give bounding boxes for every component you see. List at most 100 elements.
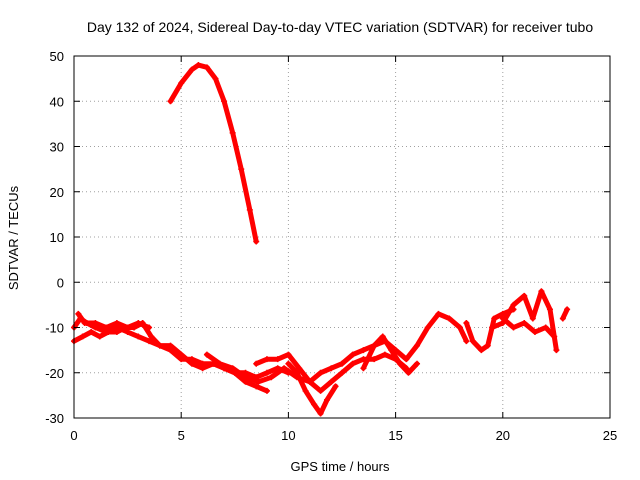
- data-point: [238, 166, 245, 173]
- y-tick-label: 50: [50, 49, 64, 64]
- data-point: [510, 324, 517, 331]
- data-point: [135, 333, 142, 340]
- data-point: [396, 360, 403, 367]
- data-point: [285, 360, 292, 367]
- data-point: [379, 333, 386, 340]
- data-point: [255, 378, 262, 385]
- data-point: [317, 387, 324, 394]
- data-point: [360, 365, 367, 372]
- data-point: [203, 64, 210, 71]
- data-point: [446, 315, 453, 322]
- data-point: [371, 342, 378, 349]
- data-point: [328, 378, 335, 385]
- data-point: [148, 333, 155, 340]
- data-point: [253, 383, 260, 390]
- data-point: [405, 369, 412, 376]
- data-point: [499, 315, 506, 322]
- data-point: [113, 329, 120, 336]
- data-point: [88, 329, 95, 336]
- data-point: [229, 365, 236, 372]
- data-point: [381, 351, 388, 358]
- data-point: [199, 360, 206, 367]
- data-point: [349, 351, 356, 358]
- data-point: [216, 360, 223, 367]
- data-point: [564, 306, 571, 313]
- series-line-arc-11: [500, 315, 557, 340]
- data-point: [246, 206, 253, 213]
- data-point: [317, 410, 324, 417]
- data-point: [339, 369, 345, 376]
- data-point: [188, 66, 195, 73]
- data-point: [323, 396, 330, 403]
- data-point: [484, 342, 491, 349]
- data-point: [349, 360, 356, 367]
- y-tick-label: -10: [45, 321, 64, 336]
- data-point: [538, 288, 545, 295]
- data-point: [510, 301, 517, 308]
- data-point: [489, 324, 496, 331]
- data-point: [92, 319, 99, 326]
- data-point: [178, 80, 185, 87]
- data-point: [435, 310, 442, 317]
- data-point: [268, 374, 275, 381]
- data-point: [463, 338, 470, 345]
- y-tick-label: -30: [45, 411, 64, 426]
- data-point: [414, 342, 421, 349]
- y-tick-label: 40: [50, 94, 64, 109]
- data-point: [253, 238, 260, 245]
- data-point: [195, 62, 202, 69]
- data-point: [414, 360, 421, 367]
- data-point: [403, 356, 410, 363]
- y-tick-label: 10: [50, 230, 64, 245]
- data-point: [546, 306, 553, 313]
- data-point: [263, 356, 270, 363]
- data-point: [81, 319, 88, 326]
- data-point: [281, 365, 288, 372]
- data-point: [105, 329, 112, 336]
- data-point: [302, 387, 309, 394]
- y-tick-label: 0: [57, 275, 64, 290]
- data-point: [521, 319, 528, 326]
- data-point: [553, 347, 560, 354]
- data-point: [306, 378, 313, 385]
- data-point: [388, 347, 395, 354]
- data-point: [263, 387, 270, 394]
- series-line-arc-2: [71, 315, 291, 380]
- data-point: [167, 347, 174, 354]
- data-point: [146, 324, 153, 331]
- data-point: [463, 319, 470, 326]
- data-point: [531, 329, 538, 336]
- data-point: [253, 360, 260, 367]
- data-point: [124, 324, 131, 331]
- axis-ticks: 0 5 10 15 20 25 -30 -20 -10 0 10 20 30 40 50: [45, 49, 617, 443]
- x-tick-label: 5: [178, 428, 185, 443]
- data-point: [135, 319, 142, 326]
- y-tick-label: 30: [50, 140, 64, 155]
- data-point: [146, 338, 153, 345]
- data-point: [79, 333, 86, 340]
- data-point: [75, 310, 82, 317]
- data-point: [178, 356, 185, 363]
- data-point: [559, 315, 566, 322]
- x-tick-label: 20: [496, 428, 510, 443]
- data-point: [96, 333, 103, 340]
- y-tick-label: 20: [50, 185, 64, 200]
- data-point: [242, 374, 249, 381]
- data-point: [491, 315, 498, 322]
- data-point: [529, 315, 536, 322]
- data-point: [212, 75, 219, 82]
- data-point: [188, 356, 195, 363]
- data-point: [296, 365, 303, 372]
- data-point: [456, 324, 463, 331]
- y-tick-label: -20: [45, 366, 64, 381]
- data-point: [371, 356, 378, 363]
- data-point: [221, 98, 228, 105]
- data-point: [156, 342, 163, 349]
- data-point: [293, 369, 300, 376]
- data-point: [521, 292, 528, 299]
- data-point: [113, 319, 120, 326]
- x-axis-label: GPS time / hours: [291, 459, 390, 474]
- data-point: [478, 347, 485, 354]
- data-point: [317, 369, 324, 376]
- data-point: [332, 383, 339, 390]
